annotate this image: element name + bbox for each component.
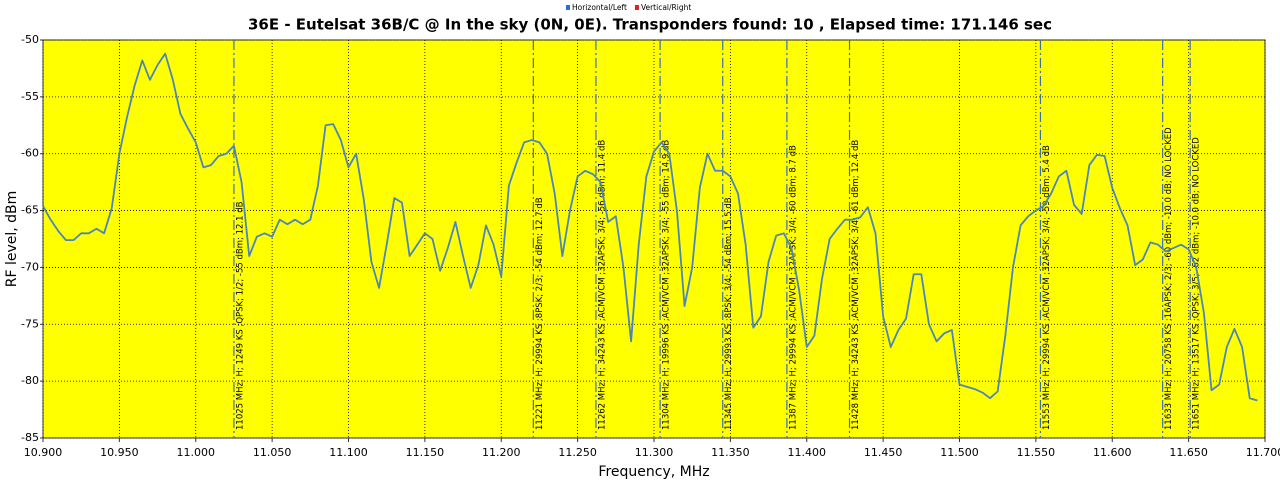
y-tick-label: -55 [21,90,39,103]
x-tick-label: 11.300 [635,446,674,459]
transponder-label: 11262 MHz; H; 34243 KS ;ACM/VCM ;32APSK;… [597,140,607,430]
x-tick-label: 11.000 [177,446,216,459]
y-tick-label: -70 [21,260,39,273]
x-tick-label: 11.500 [940,446,979,459]
x-tick-label: 11.100 [329,446,368,459]
y-tick-label: -65 [21,204,39,217]
x-axis-label: Frequency, MHz [598,464,709,480]
legend-label: Vertical/Right [641,3,691,12]
transponder-label: 11633 MHz; H; 20758 KS ;16APSK; 2/3; -60… [1164,127,1174,430]
x-tick-label: 11.200 [482,446,521,459]
x-tick-label: 11.550 [1017,446,1056,459]
y-tick-label: -50 [21,33,39,46]
y-tick-label: -60 [21,147,39,160]
legend-swatch [566,5,570,10]
x-tick-label: 11.250 [558,446,597,459]
x-tick-label: 11.150 [406,446,445,459]
x-tick-label: 11.400 [788,446,827,459]
y-tick-label: -80 [21,374,39,387]
transponder-label: 11387 MHz; H; 29994 KS ;ACM/VCM ;32APSK;… [788,145,798,430]
x-tick-label: 11.650 [1169,446,1208,459]
transponder-label: 11345 MHz; H; 29993 KS ;8PSK; 3/4; -54 d… [724,197,734,430]
x-tick-label: 11.050 [253,446,292,459]
x-tick-label: 11.600 [1093,446,1132,459]
transponder-label: 11025 MHz; H; 1249 KS ;QPSK; 1/2; -55 dB… [235,201,245,430]
x-tick-label: 10.950 [100,446,139,459]
series-line [42,52,1258,402]
transponder-label: 11428 MHz; H; 34243 KS ;ACM/VCM ;32APSK;… [851,140,861,430]
transponder-label: 11221 MHz; H; 29994 KS ;8PSK; 2/3; -54 d… [535,197,545,430]
y-tick-label: -85 [21,431,39,444]
x-tick-label: 11.350 [711,446,750,459]
x-tick-label: 11.450 [864,446,903,459]
y-axis-label: RF level, dBm [4,191,20,288]
transponder-label: 11304 MHz; H; 19996 KS ;ACM/VCM ;32APSK;… [662,140,672,430]
transponder-label: 11651 MHz; H; 13517 KS ;QPSK; 3/5; -62 d… [1192,137,1202,430]
transponder-label: 11553 MHz; H; 29994 KS ;ACM/VCM ;32APSK;… [1042,145,1052,430]
x-tick-label: 11.700 [1246,446,1280,459]
x-tick-label: 10.900 [24,446,63,459]
chart-title: 36E - Eutelsat 36B/C @ In the sky (0N, 0… [248,16,1052,34]
y-tick-label: -75 [21,317,39,330]
legend-swatch [634,5,639,10]
legend-label: Horizontal/Left [572,3,627,12]
